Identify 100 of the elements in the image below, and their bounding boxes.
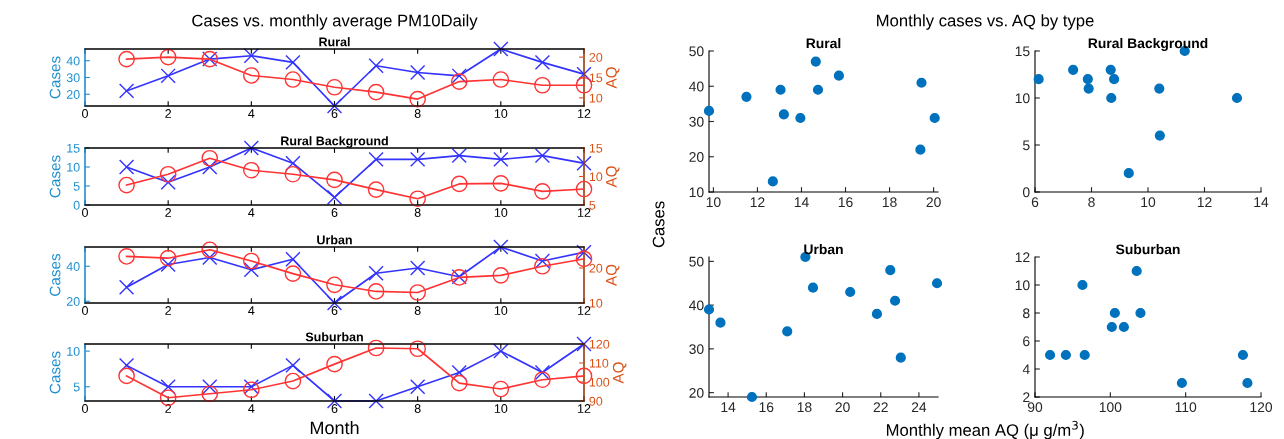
point: [284, 372, 302, 390]
point: [929, 112, 940, 124]
y-tick-label: 10: [1015, 93, 1030, 104]
point: [409, 90, 427, 108]
point: [285, 357, 301, 374]
point: [493, 239, 509, 255]
x-tick-label: 2: [165, 306, 172, 315]
x-tick-label: 2: [165, 208, 172, 217]
chart-title: Urban: [317, 235, 352, 245]
point: [492, 71, 510, 88]
point: [493, 151, 509, 168]
point: [409, 284, 427, 301]
x-tick-label: 14: [721, 402, 736, 412]
point: [807, 282, 819, 293]
point: [775, 84, 786, 95]
point: [871, 308, 883, 319]
x-tick-label: 2: [165, 109, 172, 118]
point: [767, 176, 778, 187]
point: [1123, 168, 1134, 179]
x-tick-label: 22: [873, 402, 888, 412]
point: [159, 48, 177, 66]
y-tick-label: 5: [1022, 140, 1030, 151]
point: [285, 251, 301, 267]
chart-title: Rural: [319, 37, 350, 47]
point: [242, 381, 260, 399]
x-tick-label: 24: [911, 402, 927, 412]
x-tick-label: 4: [248, 404, 255, 413]
point: [159, 165, 177, 183]
point: [1079, 349, 1090, 361]
point: [450, 73, 468, 90]
x-tick-label: 10: [494, 306, 508, 315]
x-tick-label: 110: [1175, 402, 1197, 413]
point: [916, 77, 927, 88]
point: [118, 279, 135, 295]
point: [1176, 377, 1187, 389]
x-tick-label: 14: [794, 197, 809, 207]
point: [202, 159, 218, 175]
point: [1109, 74, 1120, 85]
y-tick-label: 30: [689, 116, 704, 127]
point: [243, 379, 259, 395]
x-tick-label: 12: [578, 208, 591, 217]
y2-tick-label: 110: [589, 358, 609, 368]
x-tick-label: 18: [882, 197, 897, 208]
point: [782, 326, 793, 337]
point: [1109, 307, 1120, 319]
point: [450, 374, 468, 392]
y-axis-title: Cases: [49, 56, 61, 99]
point: [367, 181, 385, 198]
point: [576, 244, 592, 260]
point: [1077, 279, 1088, 291]
point: [159, 249, 177, 267]
point: [368, 265, 384, 281]
y-tick-label: 10: [689, 187, 704, 198]
text: Cases vs. monthly average PM10Daily: [192, 14, 478, 30]
point: [1082, 74, 1093, 85]
point: [795, 112, 806, 124]
point: [534, 76, 551, 94]
x-tick-label: 6: [331, 404, 338, 413]
y-tick-label: 20: [689, 152, 704, 162]
point: [451, 68, 467, 84]
point: [284, 265, 302, 282]
point: [810, 56, 821, 67]
point: [885, 265, 896, 276]
point: [1154, 130, 1165, 141]
y2-axis-title: AQ: [605, 67, 620, 89]
x-tick-label: 100: [1099, 402, 1122, 413]
y-tick-label: 20: [66, 90, 80, 99]
y-tick-label: 5: [73, 382, 80, 392]
x-tick-label: 0: [82, 306, 88, 315]
y-tick-label: 50: [689, 46, 704, 57]
point: [368, 151, 384, 168]
point: [410, 379, 426, 395]
x-tick-label: 12: [578, 306, 591, 315]
point: [1033, 74, 1044, 85]
point: [242, 161, 260, 179]
y2-tick-label: 15: [589, 143, 603, 153]
point: [1106, 321, 1117, 333]
point: [1105, 64, 1116, 75]
chart-title: Urban: [804, 244, 843, 255]
x-tick-label: 4: [248, 306, 255, 315]
x-axis-title: Monthly mean AQ (μ g/m$^{3}$): [886, 420, 1084, 439]
point: [534, 364, 551, 381]
x-tick-label: 14: [1254, 197, 1269, 207]
x-tick-label: 12: [750, 197, 765, 207]
point: [1131, 265, 1142, 277]
point: [534, 253, 551, 269]
point: [895, 352, 906, 363]
x-tick-label: 10: [706, 197, 721, 208]
point: [1106, 92, 1117, 104]
point: [160, 68, 176, 84]
point: [1237, 349, 1249, 361]
y2-tick-label: 10: [589, 93, 603, 103]
x-tick-label: 0: [82, 109, 88, 118]
point: [889, 295, 901, 306]
point: [492, 380, 510, 398]
point: [409, 190, 427, 208]
x-tick-label: 10: [494, 109, 508, 118]
text: Monthly cases vs. AQ by type: [877, 14, 1094, 30]
point: [493, 41, 509, 57]
x-tick-label: 6: [1031, 197, 1039, 208]
